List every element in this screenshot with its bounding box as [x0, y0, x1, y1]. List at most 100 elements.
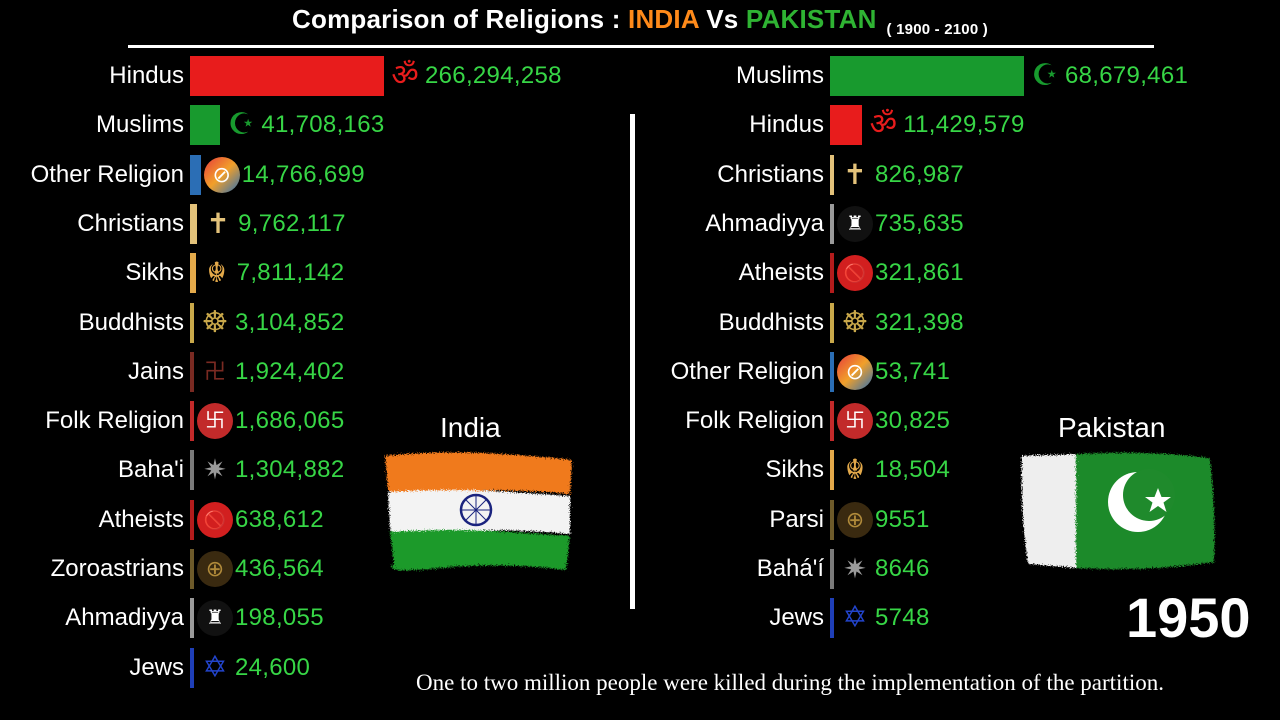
category-label: Bahá'í	[756, 555, 824, 582]
category-label: Jews	[129, 653, 184, 681]
category-label: Atheists	[738, 259, 824, 287]
title-vs: Vs	[698, 4, 746, 34]
title-pakistan: PAKISTAN	[745, 4, 877, 34]
bahai-star-icon: ✷	[203, 454, 227, 486]
value-label: 11,429,579	[903, 111, 1025, 139]
title-prefix: Comparison of Religions :	[292, 4, 629, 34]
bar	[830, 302, 834, 343]
bar	[190, 549, 194, 589]
ahmadiyya-minaret-icon: ♜	[837, 205, 873, 242]
pakistan-flag	[1021, 452, 1215, 570]
khanda-icon: ☬	[206, 257, 227, 289]
value-label: 638,612	[235, 505, 324, 533]
crescent-star-icon: ☪	[227, 108, 255, 142]
category-label: Ahmadiyya	[705, 209, 824, 237]
bar	[190, 56, 384, 96]
bar	[190, 302, 194, 343]
bar	[830, 154, 834, 195]
year-indicator: 1950	[1126, 586, 1251, 649]
category-label: Folk Religion	[45, 407, 184, 435]
category-label: Other Religion	[30, 160, 184, 188]
folk-religion-icon: 卐	[197, 403, 233, 440]
cross-icon: ✝	[206, 207, 230, 239]
value-label: 53,741	[875, 357, 951, 385]
bar	[830, 401, 834, 442]
value-label: 14,766,699	[241, 160, 365, 188]
title-underline	[128, 45, 1154, 48]
om-icon: ॐ	[869, 108, 897, 142]
category-label: Parsi	[769, 505, 824, 533]
value-label: 198,055	[235, 604, 324, 632]
value-label: 321,398	[875, 308, 964, 336]
title-india: INDIA	[628, 4, 699, 34]
bar	[190, 450, 194, 491]
category-label: Muslims	[96, 111, 184, 139]
bar	[190, 154, 201, 195]
bar	[830, 598, 834, 639]
india-flag-label: India	[440, 412, 501, 443]
star-of-david-icon: ✡	[842, 601, 868, 635]
value-label: 735,635	[875, 209, 964, 237]
value-label: 18,504	[875, 456, 951, 484]
category-label: Other Religion	[670, 357, 824, 385]
bar	[190, 253, 196, 294]
pakistan-flag-label: Pakistan	[1058, 412, 1166, 443]
value-label: 5748	[875, 604, 930, 632]
title-range: ( 1900 - 2100 )	[886, 21, 988, 38]
faravahar-icon: ⊕	[197, 551, 233, 587]
bahai-star-icon: ✷	[843, 553, 867, 584]
value-label: 68,679,461	[1065, 62, 1189, 89]
atheist-no-god-icon: 🚫	[197, 501, 233, 538]
dharma-wheel-icon: ☸	[841, 305, 869, 339]
bar	[190, 203, 198, 244]
category-label: Buddhists	[718, 308, 824, 336]
value-label: 1,304,882	[235, 456, 345, 484]
khanda-icon: ☬	[845, 454, 865, 486]
value-label: 9,762,117	[238, 209, 346, 237]
value-label: 9551	[875, 505, 930, 533]
value-label: 1,924,402	[235, 357, 345, 385]
bar	[830, 253, 834, 294]
category-label: Folk Religion	[685, 407, 824, 435]
india-flag	[385, 452, 572, 571]
category-label: Hindus	[749, 111, 824, 139]
category-label: Baha'i	[118, 456, 184, 484]
bar	[830, 105, 863, 146]
panel-divider	[630, 114, 635, 609]
category-label: Buddhists	[78, 308, 184, 336]
jain-icon: 卍	[203, 358, 226, 384]
folk-religion-icon: 卐	[837, 403, 873, 440]
bar	[830, 203, 834, 244]
category-label: Jews	[769, 604, 824, 632]
atheist-no-god-icon: 🚫	[837, 255, 873, 292]
category-label: Atheists	[98, 505, 184, 533]
dharma-wheel-icon: ☸	[201, 305, 229, 339]
value-label: 8646	[875, 555, 930, 582]
category-label: Jains	[127, 357, 184, 385]
value-label: 30,825	[875, 407, 951, 435]
bar	[190, 598, 194, 639]
value-label: 826,987	[875, 160, 964, 188]
value-label: 321,861	[875, 259, 964, 287]
category-label: Zoroastrians	[50, 555, 184, 582]
value-label: 1,686,065	[235, 407, 345, 435]
value-label: 7,811,142	[236, 259, 345, 287]
category-label: Muslims	[736, 62, 824, 89]
event-caption: One to two million people were killed du…	[416, 670, 1164, 695]
bar	[190, 401, 194, 442]
bar	[830, 351, 834, 392]
value-label: 3,104,852	[235, 308, 345, 336]
ahmadiyya-minaret-icon: ♜	[197, 600, 233, 637]
value-label: 41,708,163	[261, 111, 385, 139]
category-label: Ahmadiyya	[65, 604, 184, 632]
bar	[190, 351, 194, 392]
category-label: Christians	[77, 209, 184, 237]
bar	[830, 499, 834, 540]
bar	[190, 499, 194, 540]
value-label: 24,600	[235, 653, 311, 681]
cross-icon: ✝	[843, 158, 867, 190]
category-label: Sikhs	[125, 259, 184, 287]
other-religion-icon: ⊘	[203, 156, 240, 193]
faravahar-icon: ⊕	[837, 501, 873, 538]
bar	[830, 450, 834, 491]
